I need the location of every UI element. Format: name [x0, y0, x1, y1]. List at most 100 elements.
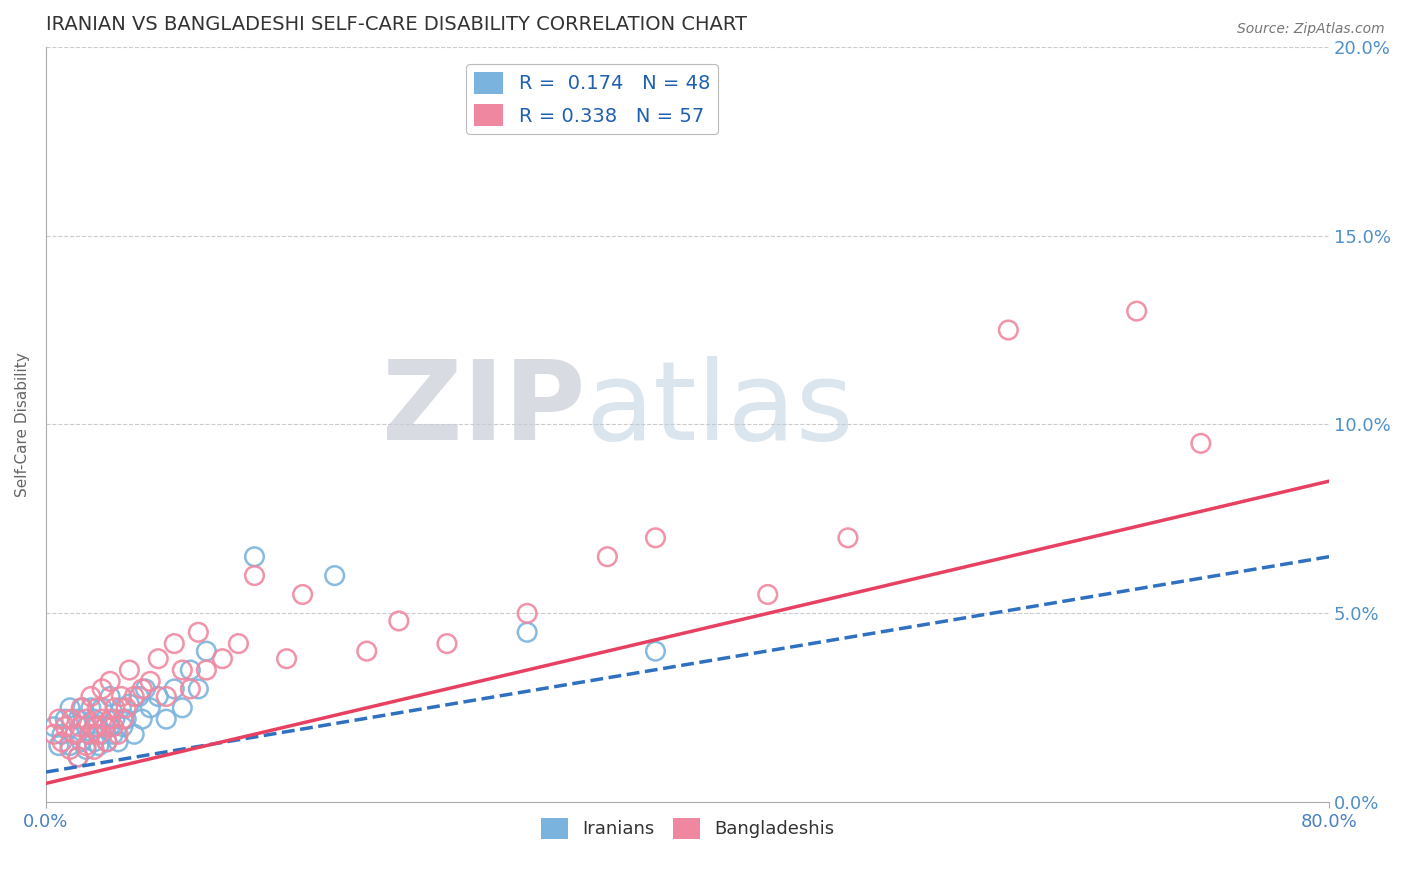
Point — [155, 690, 177, 704]
Point — [756, 587, 779, 601]
Point — [596, 549, 619, 564]
Point — [98, 712, 121, 726]
Point — [118, 697, 141, 711]
Point — [86, 720, 108, 734]
Point — [60, 712, 83, 726]
Point — [110, 690, 132, 704]
Point — [179, 663, 201, 677]
Point — [228, 637, 250, 651]
Point — [53, 720, 76, 734]
Point — [1189, 436, 1212, 450]
Point — [276, 651, 298, 665]
Text: Source: ZipAtlas.com: Source: ZipAtlas.com — [1237, 22, 1385, 37]
Point — [67, 750, 90, 764]
Point — [122, 727, 145, 741]
Point — [48, 739, 70, 753]
Point — [837, 531, 859, 545]
Point — [91, 701, 114, 715]
Point — [110, 701, 132, 715]
Point — [86, 701, 108, 715]
Point — [323, 568, 346, 582]
Text: atlas: atlas — [585, 356, 853, 463]
Point — [187, 681, 209, 696]
Point — [131, 681, 153, 696]
Point — [42, 727, 65, 741]
Point — [70, 735, 93, 749]
Point — [94, 720, 117, 734]
Point — [77, 727, 100, 741]
Point — [48, 712, 70, 726]
Point — [103, 720, 125, 734]
Point — [83, 720, 105, 734]
Point — [59, 701, 82, 715]
Point — [83, 742, 105, 756]
Point — [163, 637, 186, 651]
Point — [87, 739, 110, 753]
Point — [69, 720, 91, 734]
Point — [155, 712, 177, 726]
Point — [1125, 304, 1147, 318]
Point — [83, 735, 105, 749]
Point — [115, 701, 138, 715]
Point — [356, 644, 378, 658]
Point — [111, 712, 134, 726]
Point — [91, 727, 114, 741]
Point — [87, 727, 110, 741]
Point — [243, 568, 266, 582]
Point — [80, 701, 103, 715]
Point — [172, 701, 194, 715]
Point — [67, 750, 90, 764]
Point — [63, 727, 86, 741]
Point — [291, 587, 314, 601]
Point — [139, 701, 162, 715]
Point — [134, 681, 156, 696]
Point — [148, 690, 170, 704]
Point — [243, 549, 266, 564]
Point — [103, 727, 125, 741]
Point — [72, 701, 94, 715]
Point — [104, 701, 127, 715]
Point — [107, 735, 129, 749]
Point — [63, 727, 86, 741]
Point — [997, 323, 1019, 337]
Point — [80, 690, 103, 704]
Point — [436, 637, 458, 651]
Point — [75, 739, 97, 753]
Point — [75, 720, 97, 734]
Point — [67, 712, 90, 726]
Point — [59, 739, 82, 753]
Point — [128, 690, 150, 704]
Point — [53, 712, 76, 726]
Text: ZIP: ZIP — [381, 356, 585, 463]
Point — [98, 690, 121, 704]
Point — [91, 712, 114, 726]
Point — [388, 614, 411, 628]
Point — [139, 674, 162, 689]
Point — [75, 742, 97, 756]
Point — [94, 720, 117, 734]
Point — [195, 663, 218, 677]
Point — [187, 625, 209, 640]
Point — [98, 674, 121, 689]
Point — [51, 727, 73, 741]
Point — [148, 651, 170, 665]
Point — [104, 712, 127, 726]
Point — [122, 690, 145, 704]
Point — [516, 625, 538, 640]
Point — [644, 644, 666, 658]
Point — [51, 735, 73, 749]
Point — [70, 701, 93, 715]
Point — [42, 720, 65, 734]
Point — [96, 735, 118, 749]
Point — [111, 720, 134, 734]
Point — [516, 607, 538, 621]
Point — [115, 712, 138, 726]
Point — [91, 681, 114, 696]
Point — [172, 663, 194, 677]
Legend: Iranians, Bangladeshis: Iranians, Bangladeshis — [534, 811, 842, 847]
Text: IRANIAN VS BANGLADESHI SELF-CARE DISABILITY CORRELATION CHART: IRANIAN VS BANGLADESHI SELF-CARE DISABIL… — [46, 15, 747, 34]
Point — [59, 742, 82, 756]
Point — [644, 531, 666, 545]
Point — [98, 720, 121, 734]
Point — [107, 727, 129, 741]
